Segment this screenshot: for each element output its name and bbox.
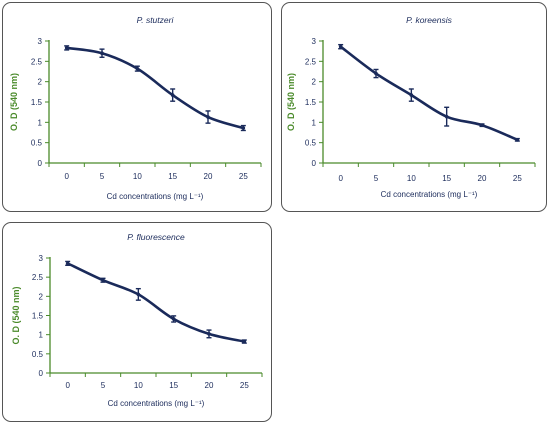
chart-title: P. koreensis [406,15,452,25]
y-tick-label: 3 [39,254,44,263]
y-tick-label: 0.5 [32,350,44,359]
y-tick-label: 2 [38,78,43,87]
data-point [64,46,69,50]
chart-title: P. fluorescence [127,232,185,242]
x-tick-label: 15 [442,174,451,183]
data-point [338,44,343,49]
data-point [241,126,246,130]
series-line [65,46,245,130]
data-point [136,292,141,297]
series-line [339,45,519,142]
chart-svg-p-fluorescence: P. fluorescence 0 0.5 1 1.5 2 2.5 3 0 5 10 15 20 25 Cd… [11,232,263,408]
y-tick-label: 2.5 [305,57,317,66]
chart-title: P. stutzeri [137,15,175,25]
y-tick-label: 0 [312,159,317,168]
x-tick-label: 5 [374,174,379,183]
x-tick-label: 5 [101,381,106,390]
chart-panel-p-fluorescence: P. fluorescence 0 0.5 1 1.5 2 2.5 3 0 5 10 15 20 25 Cd… [2,222,272,422]
y-tick-label: 1.5 [31,98,43,107]
data-point [444,114,449,119]
y-tick-label: 1.5 [305,98,317,107]
y-axis-label: O. D (540 nm) [286,73,296,131]
y-axis-label: O. D (540 nm) [9,73,19,131]
data-point [171,317,176,321]
data-point [135,66,140,71]
y-tick-label: 2.5 [32,273,44,282]
x-tick-label: 20 [478,174,487,183]
data-point [170,93,175,97]
y-tick-label: 1 [38,118,43,127]
y-tick-label: 2 [39,292,44,301]
chart-panel-p-koreensis: P. koreensis 0 0.5 1 1.5 2 2.5 3 0 5 10 15 20 25 Cd co… [281,2,547,212]
data-point [100,51,104,55]
data-point [242,339,247,344]
y-tick-label: 0 [39,369,44,378]
y-tick-label: 1.5 [32,312,44,321]
x-axis-label: Cd concentrations (mg L⁻¹) [108,399,205,408]
y-tick-label: 1 [312,118,317,127]
series-line [66,262,246,343]
data-point [515,138,520,142]
x-tick-label: 10 [134,381,143,390]
y-tick-label: 0.5 [31,139,43,148]
x-tick-label: 20 [205,381,214,390]
data-point [409,93,414,97]
x-tick-label: 0 [338,174,343,183]
chart-svg-p-stutzeri: P. stutzeri 0 0.5 1 1.5 2 2.5 3 0 5 10 15 20 25 Cd con… [9,15,262,201]
x-tick-label: 15 [168,172,177,181]
x-tick-label: 0 [64,172,69,181]
x-tick-label: 15 [169,381,178,390]
x-tick-label: 0 [65,381,70,390]
x-tick-label: 25 [240,381,249,390]
y-tick-label: 0 [38,159,43,168]
y-tick-label: 1 [39,331,44,340]
x-tick-label: 10 [133,172,142,181]
data-point [206,115,210,119]
x-tick-label: 5 [100,172,105,181]
x-axis-label: Cd concentrations (mg L⁻¹) [381,190,478,199]
chart-svg-p-koreensis: P. koreensis 0 0.5 1 1.5 2 2.5 3 0 5 10 15 20 25 Cd co… [286,15,536,199]
y-axis-label: O. D (540 nm) [11,286,21,344]
y-tick-label: 0.5 [305,139,317,148]
y-tick-label: 3 [312,37,317,46]
x-tick-label: 25 [513,174,522,183]
y-tick-label: 2 [312,78,317,87]
y-tick-label: 3 [38,37,43,46]
data-point [207,332,211,336]
x-tick-label: 10 [407,174,416,183]
y-tick-label: 2.5 [31,57,43,66]
x-tick-label: 25 [239,172,248,181]
data-point [65,261,70,266]
chart-panel-p-stutzeri: P. stutzeri 0 0.5 1 1.5 2 2.5 3 0 5 10 15 20 25 Cd con… [2,2,272,212]
data-point [101,278,105,283]
data-point [480,123,484,127]
x-axis-label: Cd concentrations (mg L⁻¹) [107,192,204,201]
x-tick-label: 20 [204,172,213,181]
data-point [374,71,378,76]
